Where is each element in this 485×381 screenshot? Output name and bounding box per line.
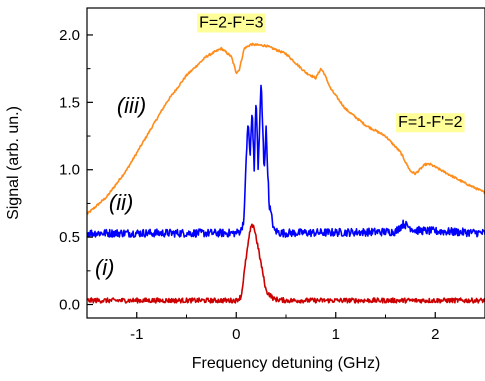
y-axis-title: Signal (arb. un.) bbox=[5, 106, 22, 220]
series-layer bbox=[86, 42, 485, 304]
curve-label: (iii) bbox=[117, 93, 146, 118]
y-tick-label: 0.0 bbox=[59, 297, 80, 314]
y-tick-label: 1.5 bbox=[59, 94, 80, 111]
x-tick-label: 1 bbox=[332, 326, 340, 343]
series-line bbox=[86, 223, 485, 304]
x-tick-label: 0 bbox=[232, 326, 240, 343]
curve-label: (i) bbox=[95, 255, 115, 280]
annotation: F=2-F'=3 bbox=[197, 13, 266, 33]
series-line bbox=[86, 84, 485, 238]
annotation-highlight bbox=[396, 113, 465, 133]
x-tick-label: 2 bbox=[431, 326, 439, 343]
x-axis-title: Frequency detuning (GHz) bbox=[192, 355, 381, 372]
series-line bbox=[86, 42, 485, 215]
annotation: F=1-F'=2 bbox=[396, 113, 465, 133]
ticks-layer bbox=[86, 34, 485, 318]
y-tick-label: 2.0 bbox=[59, 27, 80, 44]
labels-layer: -1 0 1 2 0.0 0.5 1.0 1.5 2.0 (iii) (ii) (i) bbox=[59, 27, 439, 343]
y-tick-label: 1.0 bbox=[59, 162, 80, 179]
annotation-text: F=2-F'=3 bbox=[199, 14, 264, 31]
annotations-layer: F=2-F'=3 F=1-F'=2 bbox=[197, 13, 465, 133]
curve-label: (ii) bbox=[109, 190, 133, 215]
annotation-highlight bbox=[197, 13, 266, 33]
x-tick-label: -1 bbox=[130, 326, 143, 343]
annotation-text: F=1-F'=2 bbox=[398, 114, 463, 131]
y-tick-label: 0.5 bbox=[59, 229, 80, 246]
